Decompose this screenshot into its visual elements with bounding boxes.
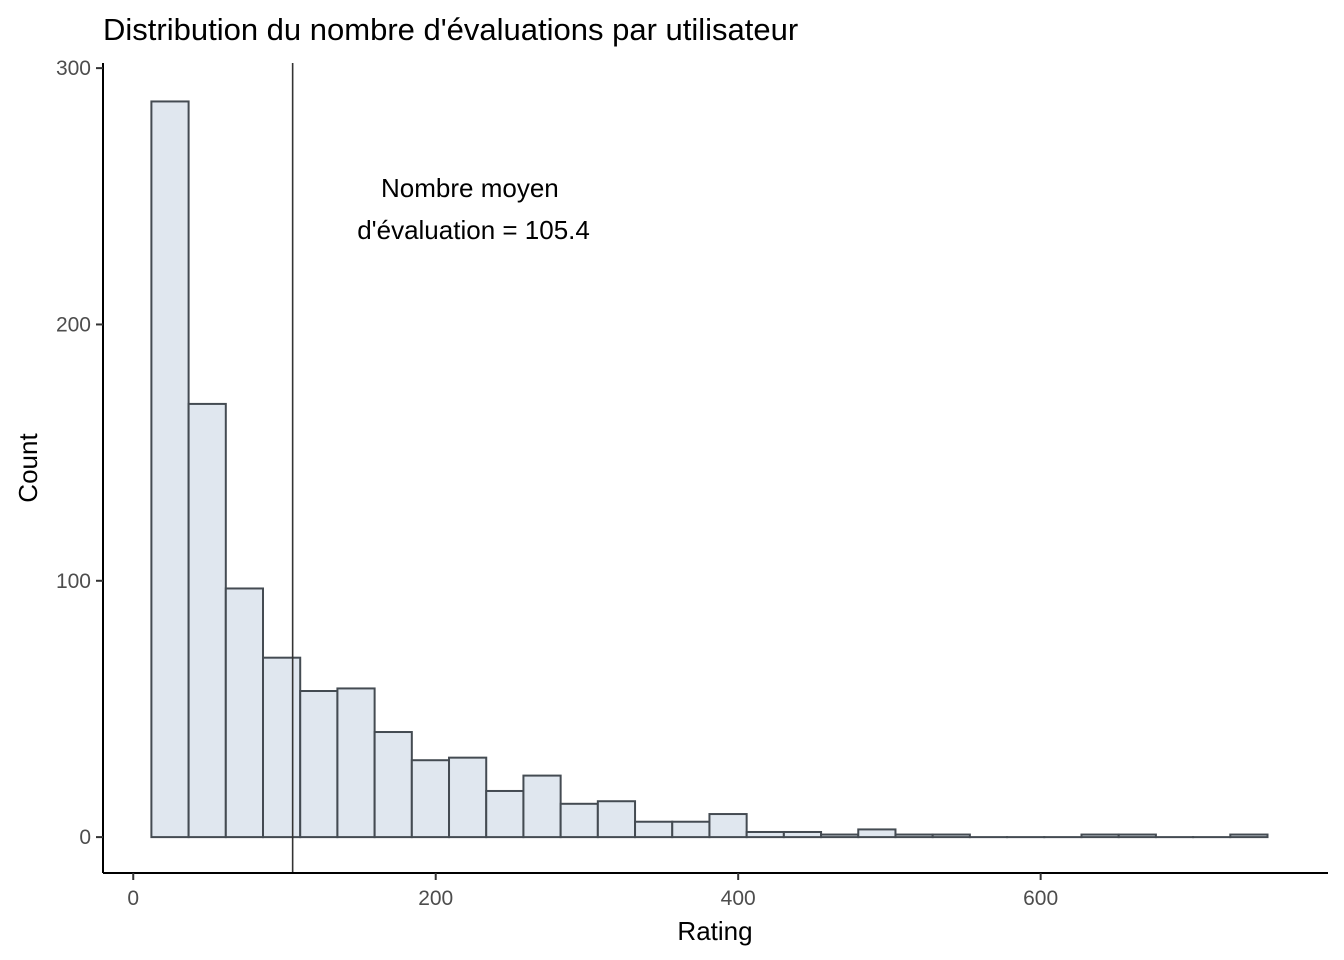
histogram-bar [596,800,637,839]
x-tick-label: 600 [1023,887,1058,910]
y-tick-label: 200 [56,313,91,336]
histogram-bar [150,100,190,839]
mean-annotation: Nombre moyen d'évaluation = 105.4 [357,173,590,245]
histogram-bar [708,813,748,839]
histogram-bar [559,802,599,839]
histogram-bar [671,820,711,839]
histogram-bar [299,690,339,839]
histogram-bar [522,774,562,839]
histogram-bar [820,833,860,839]
y-tick-label: 100 [56,570,91,593]
plot-area: Nombre moyen d'évaluation = 105.4 [150,63,1269,873]
mean-annotation-line-1: Nombre moyen [381,173,559,203]
x-tick-label: 400 [721,887,756,910]
y-tick-label: 300 [56,57,91,80]
x-tick-label: 0 [127,887,139,910]
y-tick-label: 0 [79,826,91,849]
histogram-bar [1229,833,1269,839]
histogram-bar [485,789,525,839]
x-axis-ticks: 0 200 400 600 [127,873,1058,910]
mean-annotation-line-2: d'évaluation = 105.4 [357,215,590,245]
histogram-bar [262,656,302,839]
bars-group [150,100,1269,839]
histogram-bar [634,820,674,839]
histogram-bar [782,830,823,839]
histogram-bar [931,833,971,839]
histogram-bar [448,756,488,839]
histogram-bar [1117,833,1157,839]
histogram-bar [224,587,265,839]
y-axis-label: Count [13,433,43,503]
histogram-bar [857,828,897,839]
x-tick-label: 200 [418,887,453,910]
y-axis-ticks: 0 100 200 300 [56,57,103,849]
chart-title: Distribution du nombre d'évaluations par… [103,12,798,47]
x-axis-label: Rating [677,916,752,946]
histogram-bar [187,402,227,839]
histogram-bar [1080,833,1120,839]
histogram-bar [745,830,785,839]
histogram-bar [336,687,376,839]
histogram-bar [894,833,934,839]
histogram-bar [410,759,451,839]
histogram-bar [373,731,413,839]
